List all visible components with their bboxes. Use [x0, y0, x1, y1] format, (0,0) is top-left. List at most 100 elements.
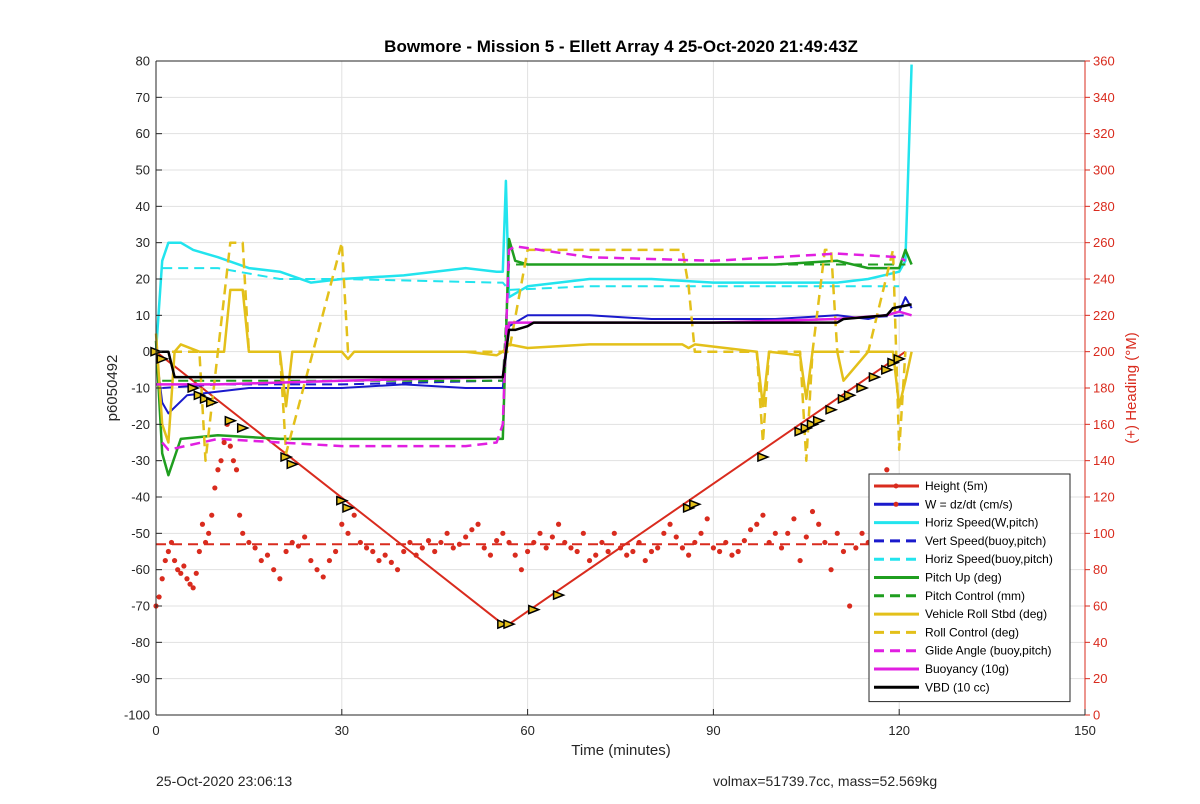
y-tick-label: 20 — [136, 272, 150, 287]
depth-marker — [806, 419, 820, 430]
heading-point — [797, 557, 803, 564]
heading-point — [853, 545, 859, 551]
y-tick-label: 40 — [136, 199, 150, 214]
heading-point — [450, 545, 456, 551]
heading-point — [237, 512, 243, 518]
y-tick-label: -80 — [131, 635, 150, 650]
heading-point — [156, 594, 162, 600]
chart-title: Bowmore - Mission 5 - Ellett Array 4 25-… — [384, 37, 858, 56]
heading-point — [778, 545, 785, 551]
heading-point — [345, 530, 351, 536]
heading-point — [162, 557, 168, 564]
legend: Height (5m) W = dz/dt (cm/s) Horiz Speed(W… — [868, 473, 1071, 703]
depth-marker — [236, 422, 250, 434]
heading-point — [809, 508, 816, 515]
heading-point — [351, 512, 357, 518]
y2-tick-label: 20 — [1093, 671, 1107, 686]
heading-point — [636, 539, 642, 546]
legend-label: VBD (10 cc) — [925, 680, 990, 694]
depth-marker — [497, 619, 510, 630]
heading-point — [791, 516, 797, 522]
heading-point — [206, 530, 212, 536]
y2-tick-label: 320 — [1093, 126, 1115, 141]
heading-point — [171, 557, 178, 564]
y-tick-label: -50 — [131, 526, 150, 541]
legend-label: Vert Speed(buoy,pitch) — [925, 534, 1046, 548]
heading-point — [834, 530, 840, 536]
heading-point — [212, 485, 218, 491]
y-tick-label: -60 — [131, 562, 150, 577]
y-axis-label: p6050492 — [104, 355, 121, 422]
heading-point — [175, 567, 181, 573]
heading-point — [419, 545, 425, 551]
heading-point — [586, 557, 593, 564]
heading-point — [543, 545, 549, 551]
heading-point — [549, 534, 555, 540]
heading-point — [772, 530, 778, 536]
depth-marker — [503, 619, 517, 630]
heading-point — [661, 530, 667, 536]
depth-marker — [205, 397, 219, 408]
x-tick-label: 150 — [1074, 723, 1096, 738]
heading-point — [199, 521, 206, 527]
depth-marker — [682, 502, 696, 514]
heading-point — [438, 539, 444, 546]
y2-tick-label: 300 — [1093, 163, 1115, 178]
heading-point — [271, 567, 277, 573]
heading-point — [401, 548, 407, 555]
heading-point — [828, 567, 834, 573]
legend-marker — [893, 483, 899, 489]
depth-marker — [156, 353, 170, 365]
heading-point — [376, 557, 382, 564]
heading-point — [555, 521, 562, 527]
heading-point — [785, 530, 791, 536]
y-tick-label: 0 — [143, 344, 150, 359]
heading-point — [252, 545, 258, 551]
heading-point — [716, 548, 723, 555]
legend-label: Roll Control (deg) — [925, 625, 1019, 639]
x-tick-label: 0 — [152, 723, 159, 738]
heading-point — [574, 548, 580, 555]
heading-point — [686, 552, 692, 558]
heading-point — [193, 570, 199, 576]
heading-point — [221, 439, 227, 446]
series-horiz_speed_buoy — [162, 267, 900, 291]
depth-marker — [199, 393, 213, 405]
heading-point — [178, 570, 184, 576]
x-axis-label: Time (minutes) — [571, 742, 670, 759]
heading-point — [487, 552, 494, 558]
heading-point — [494, 538, 500, 544]
heading-point — [580, 530, 586, 536]
series-pitch_up — [154, 237, 913, 477]
heading-point — [326, 557, 333, 564]
depth-marker — [552, 589, 566, 601]
series-pitch_control — [162, 263, 906, 382]
depth-marker — [757, 451, 770, 463]
heading-point — [710, 545, 717, 551]
heading-point — [339, 521, 345, 527]
y-tick-label: 80 — [136, 54, 150, 69]
heading-point — [611, 530, 617, 536]
heading-point — [512, 552, 518, 558]
heading-point — [187, 581, 193, 587]
heading-point — [667, 521, 673, 527]
heading-point — [729, 552, 735, 558]
heading-point — [413, 552, 419, 558]
series-horiz_speed_w — [154, 64, 913, 352]
legend-label: Vehicle Roll Stbd (deg) — [925, 607, 1047, 621]
heading-point — [679, 545, 686, 551]
series-glide_angle — [161, 245, 907, 452]
heading-point — [525, 548, 531, 555]
heading-point — [165, 548, 171, 555]
heading-point — [518, 567, 525, 573]
heading-point — [531, 539, 537, 546]
y2-axis-label: (+) Heading (°M) — [1123, 332, 1140, 443]
heading-point — [456, 541, 463, 547]
heading-point — [302, 534, 308, 540]
heading-point — [320, 574, 326, 580]
heading-point — [277, 576, 283, 582]
heading-point — [673, 534, 679, 540]
heading-point — [227, 443, 233, 449]
y2-tick-label: 200 — [1093, 344, 1115, 359]
x-tick-label: 120 — [888, 723, 910, 738]
